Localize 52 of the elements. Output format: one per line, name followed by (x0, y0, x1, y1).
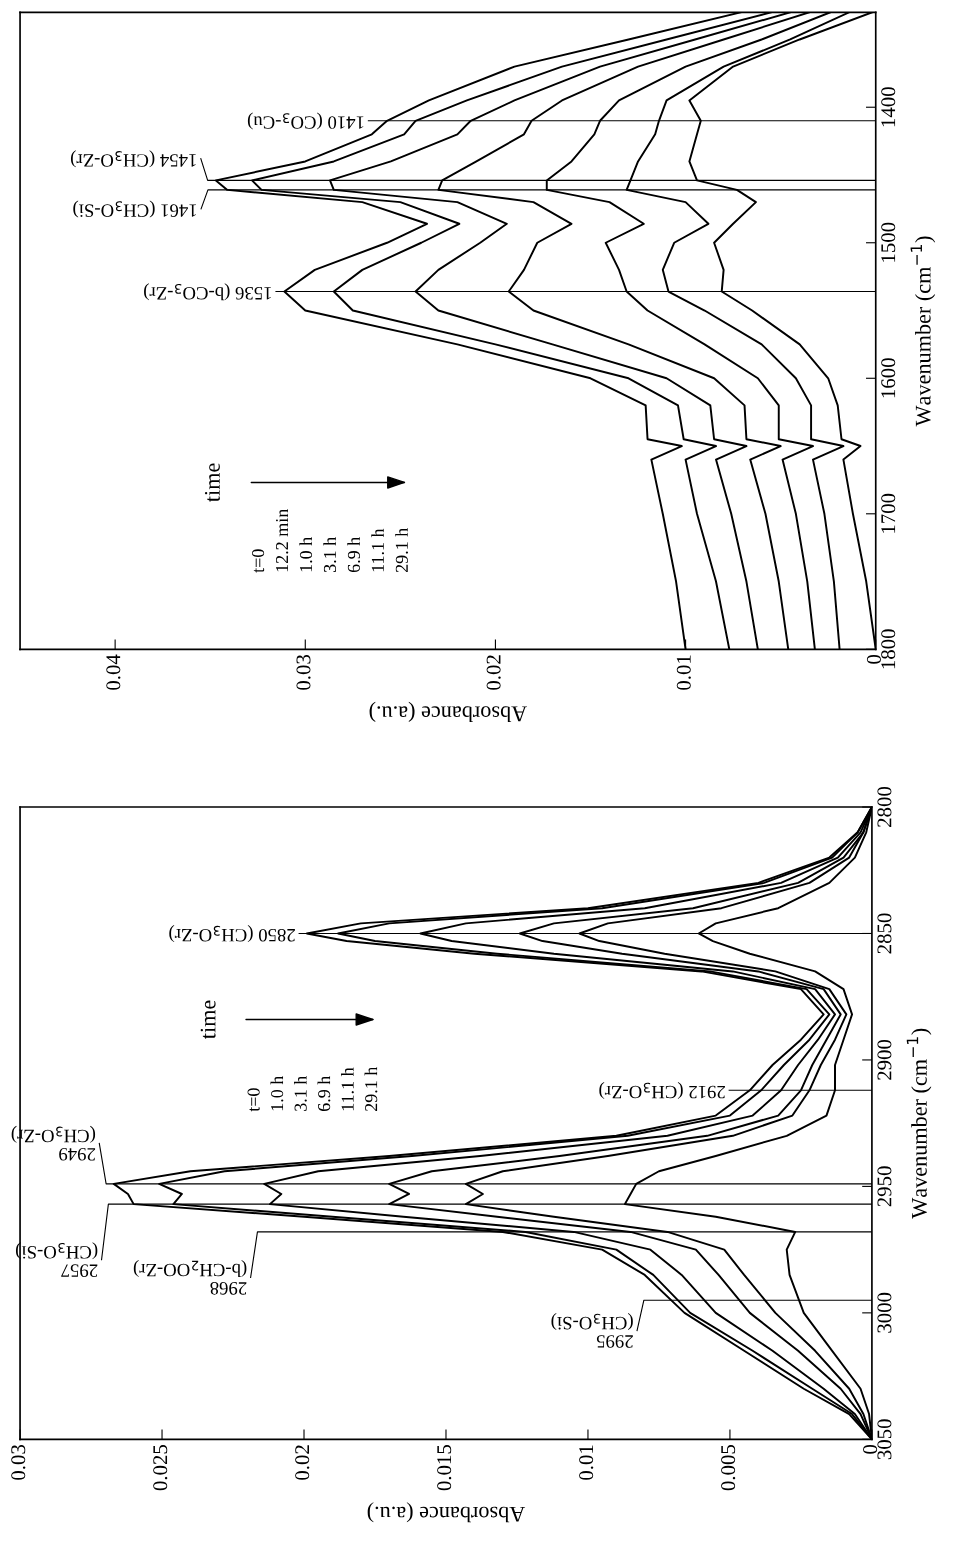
y-tick-label: 3000 (877, 1292, 892, 1333)
annotation: 11.1 h (341, 1067, 354, 1111)
x-tick-label: 0.04 (106, 654, 121, 690)
y-tick-label: 1800 (881, 629, 896, 669)
y-tick-label: 1600 (881, 358, 896, 398)
annotation: t=0 (247, 1088, 260, 1112)
ref-line-label: 2957 (CH$_{3}$O-Si) (15, 1242, 98, 1277)
ref-line-label: 2995 (CH$_{3}$O-Si) (551, 1313, 633, 1348)
annotation: 3.1 h (323, 537, 337, 573)
y-tick-label: 2850 (877, 913, 892, 954)
ref-line-label: 2850 (CH$_{3}$O-Zr) (169, 925, 295, 943)
y-axis-title: Wavenumber (cm$^{−1}$) (906, 1028, 932, 1219)
y-tick-label: 2900 (877, 1039, 892, 1080)
y-axis-title: Wavenumber (cm$^{−1}$) (910, 236, 936, 427)
annotation: time (204, 463, 220, 502)
ref-line-label: 1454 (CH$_{3}$O-Zr) (70, 150, 196, 168)
x-tick-label: 0 (866, 654, 881, 664)
x-tick-label: 0.02 (486, 655, 501, 690)
y-tick-label: 1500 (881, 222, 896, 262)
annotation: 1.0 h (270, 1075, 284, 1111)
annotation: t=0 (251, 549, 265, 573)
annotation: 29.1 h (395, 527, 408, 573)
x-tick-label: 0.005 (721, 1445, 736, 1491)
x-axis-title: Absorbance (a.u.) (367, 1502, 526, 1523)
y-tick-label: 2800 (877, 786, 892, 827)
x-axis-title: Absorbance (a.u.) (369, 701, 527, 722)
x-tick-label: 0.01 (676, 655, 691, 690)
ref-line-label: 2968 (b-CH$_{2}$OO-Zr) (133, 1259, 247, 1295)
x-tick-label: 0.02 (295, 1445, 310, 1480)
annotation: 3.1 h (294, 1075, 307, 1111)
y-tick-label: 1400 (881, 87, 896, 127)
ref-line-label: 1410 (CO$_{3}$-Cu) (247, 112, 364, 130)
annotation: 6.9 h (317, 1075, 331, 1112)
annotation: 29.1 h (364, 1066, 378, 1111)
ref-line-label: 2912 (CH$_{3}$O-Zr) (599, 1081, 725, 1099)
y-tick-label: 1700 (881, 493, 896, 533)
x-tick-label: 0.01 (579, 1445, 594, 1480)
x-tick-label: 0 (863, 1444, 878, 1454)
x-tick-label: 0.03 (296, 654, 311, 690)
annotation: 11.1 h (371, 528, 385, 572)
ref-line-label: 1536 (b-CO$_{3}$-Zr) (144, 283, 271, 301)
annotation: 12.2 min (275, 508, 289, 572)
ref-line-label: 1461 (CH$_{3}$O-Si) (73, 200, 197, 218)
x-tick-label: 0.03 (11, 1445, 26, 1480)
x-tick-label: 0.025 (153, 1445, 168, 1491)
annotation: 6.9 h (347, 537, 361, 573)
x-tick-label: 0.015 (437, 1445, 452, 1491)
y-tick-label: 2950 (877, 1166, 892, 1207)
y-tick-label: 3050 (877, 1419, 892, 1460)
annotation: time (200, 1000, 216, 1039)
annotation: 1.0 h (299, 537, 313, 572)
ref-line-label: 2949 (CH$_{3}$O-Zr) (11, 1125, 96, 1161)
